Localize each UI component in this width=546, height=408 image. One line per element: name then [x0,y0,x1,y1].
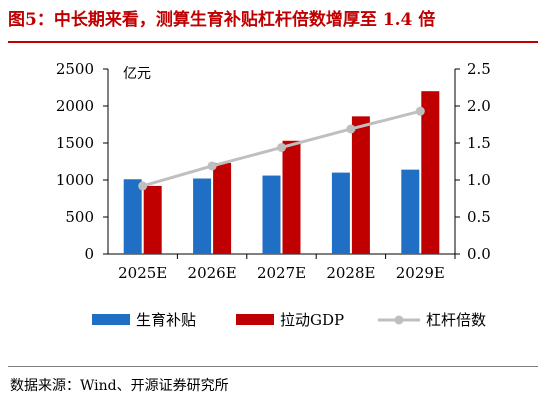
bar-subsidy [401,169,420,254]
x-tick-label: 2028E [326,264,375,282]
legend-label-gdp: 拉动GDP [280,311,344,329]
x-tick-label: 2025E [118,264,167,282]
chart: 0 500 1000 1500 2000 2500 0.0 0.5 1.0 1.5 2.0 2.5 亿元… [56,60,491,329]
bar-gdp [143,185,162,254]
left-tick-label: 1000 [56,171,94,189]
bar-subsidy [331,172,350,254]
legend-label-subsidy: 生育补贴 [136,311,196,329]
right-tick-label: 2.0 [467,97,491,115]
source-note: 数据来源：Wind、开源证券研究所 [10,378,229,394]
bar-gdp [351,116,370,254]
right-tick-label: 2.5 [467,60,491,78]
right-tick-label: 1.5 [467,134,491,152]
left-tick-label: 2000 [56,97,94,115]
right-tick-label: 1.0 [467,171,491,189]
right-tick-label: 0.0 [467,245,491,263]
bar-subsidy [123,179,142,254]
x-tick-label: 2026E [188,264,237,282]
leverage-point [207,161,217,171]
unit-label: 亿元 [123,66,151,82]
bar-subsidy [193,178,212,254]
right-tick-label: 0.5 [467,208,491,226]
legend-label-leverage: 杠杆倍数 [426,311,486,329]
left-tick-label: 1500 [56,134,94,152]
bar-gdp [282,140,301,254]
title-underline [8,41,538,43]
bar-gdp [213,162,232,254]
chart-title: 图5：中长期来看，测算生育补贴杠杆倍数增厚至 1.4 倍 [8,10,436,30]
leverage-point [277,142,286,152]
x-tick-label: 2029E [396,264,445,282]
left-tick-label: 0 [84,245,94,263]
x-tick-label: 2027E [257,264,306,282]
left-tick-label: 500 [65,208,94,226]
bar-gdp [421,91,440,254]
leverage-point [346,124,356,134]
leverage-point [138,181,148,191]
legend-swatch-gdp [236,314,274,325]
legend-marker-leverage [394,315,404,325]
source-divider [8,366,538,367]
leverage-point [415,106,425,116]
bar-subsidy [262,175,281,254]
legend-swatch-subsidy [92,314,130,325]
left-tick-label: 2500 [56,60,94,78]
